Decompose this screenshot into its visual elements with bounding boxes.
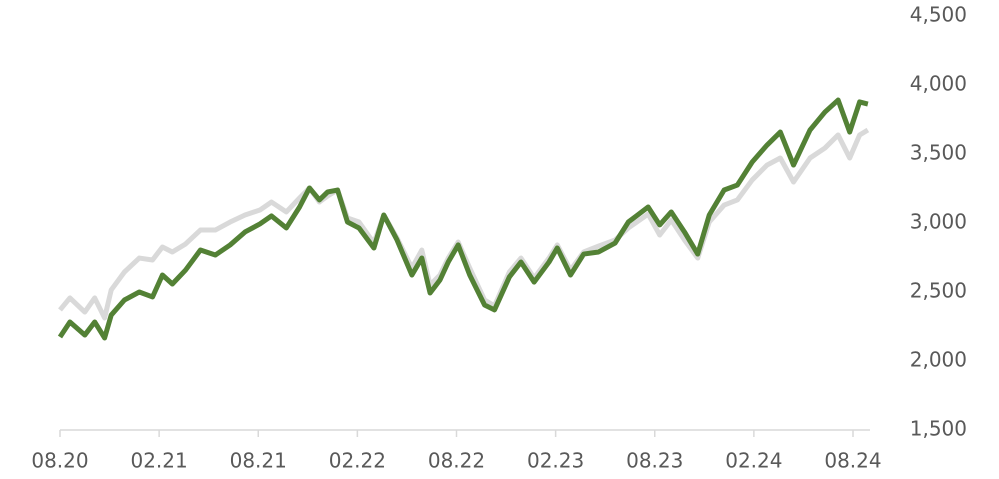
x-tick-label: 08.20: [31, 449, 88, 473]
x-tick-label: 08.22: [428, 449, 485, 473]
x-tick-label: 02.21: [130, 449, 187, 473]
y-tick-label: 3,500: [910, 141, 967, 165]
x-tick-label: 02.22: [329, 449, 386, 473]
y-tick-label: 1,500: [910, 417, 967, 441]
x-tick-label: 02.24: [725, 449, 782, 473]
x-tick-label: 02.23: [527, 449, 584, 473]
x-tick-label: 08.24: [824, 449, 881, 473]
y-tick-label: 2,500: [910, 279, 967, 303]
line-series: [58, 127, 870, 321]
x-tick-label: 08.21: [230, 449, 287, 473]
y-tick-label: 3,000: [910, 210, 967, 234]
x-tick-label: 08.23: [626, 449, 683, 473]
y-tick-label: 4,500: [910, 3, 967, 27]
y-tick-label: 4,000: [910, 72, 967, 96]
line-series: [57, 97, 869, 341]
y-tick-label: 2,000: [910, 348, 967, 372]
